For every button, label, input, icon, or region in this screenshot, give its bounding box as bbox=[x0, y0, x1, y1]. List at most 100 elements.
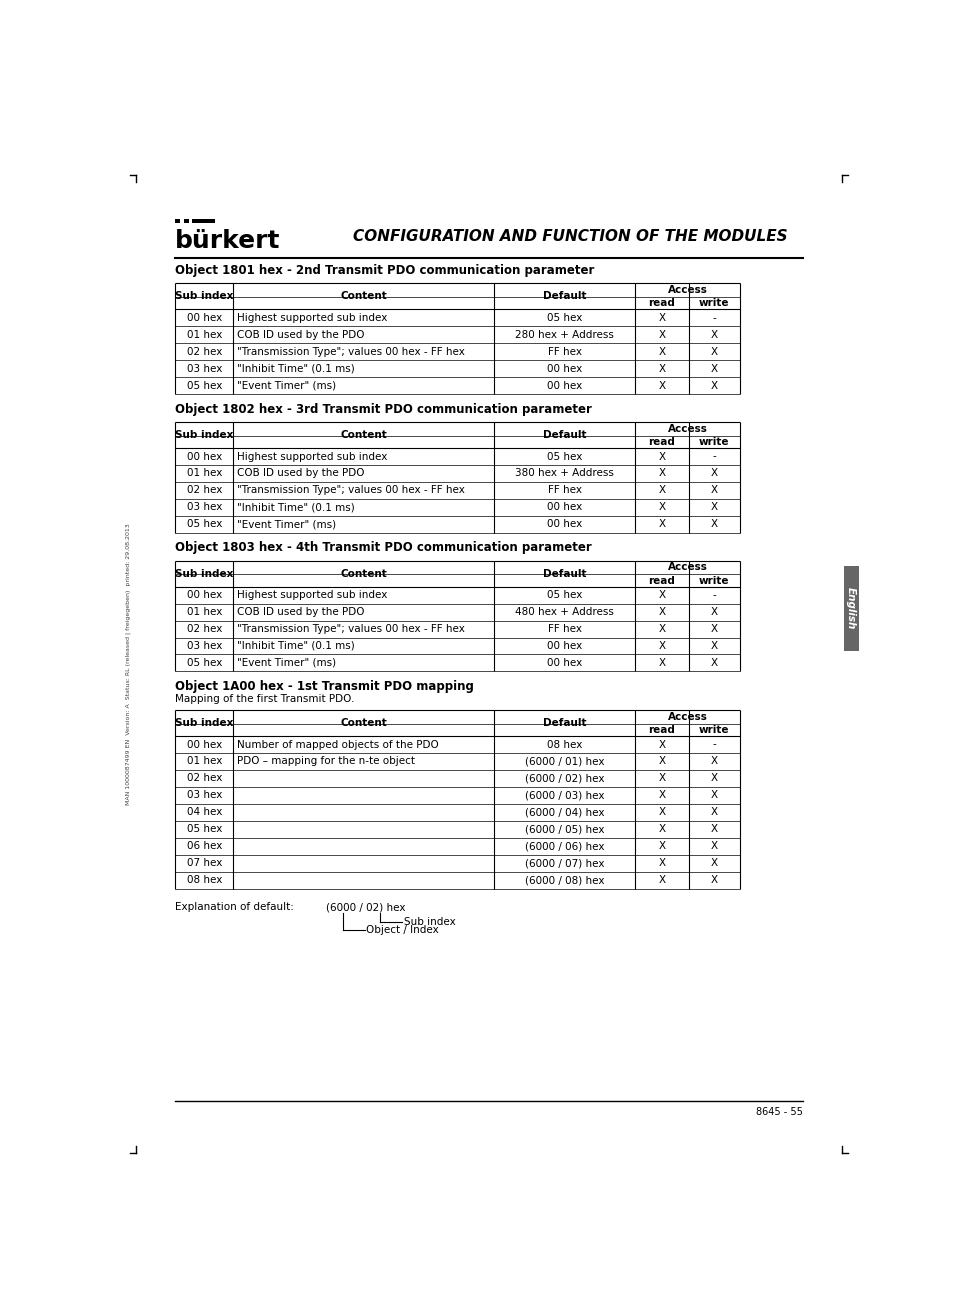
Text: X: X bbox=[710, 658, 717, 668]
Text: 280 hex + Address: 280 hex + Address bbox=[515, 330, 614, 339]
Text: X: X bbox=[710, 859, 717, 868]
Text: X: X bbox=[658, 608, 665, 617]
Text: 00 hex: 00 hex bbox=[546, 658, 581, 668]
Text: 05 hex: 05 hex bbox=[187, 381, 222, 391]
Text: 08 hex: 08 hex bbox=[187, 874, 222, 885]
Text: Access: Access bbox=[667, 423, 707, 434]
Text: 02 hex: 02 hex bbox=[187, 347, 222, 356]
Text: Sub index: Sub index bbox=[174, 718, 233, 729]
Text: X: X bbox=[710, 364, 717, 373]
Text: 00 hex: 00 hex bbox=[546, 364, 581, 373]
Text: X: X bbox=[710, 330, 717, 339]
Text: COB ID used by the PDO: COB ID used by the PDO bbox=[237, 330, 364, 339]
Text: Explanation of default:: Explanation of default: bbox=[174, 902, 294, 913]
Text: X: X bbox=[658, 364, 665, 373]
Text: (6000 / 07) hex: (6000 / 07) hex bbox=[524, 859, 603, 868]
Text: (6000 / 02) hex: (6000 / 02) hex bbox=[524, 773, 603, 784]
Text: read: read bbox=[648, 576, 675, 585]
Text: X: X bbox=[658, 825, 665, 834]
Text: COB ID used by the PDO: COB ID used by the PDO bbox=[237, 468, 364, 479]
Text: 05 hex: 05 hex bbox=[546, 451, 581, 462]
Text: 8645 - 55: 8645 - 55 bbox=[755, 1107, 802, 1118]
Text: "Event Timer" (ms): "Event Timer" (ms) bbox=[237, 658, 336, 668]
Text: X: X bbox=[710, 347, 717, 356]
Text: MAN 1000087499 EN  Version: A  Status: RL (released | freigegeben)  printed: 29.: MAN 1000087499 EN Version: A Status: RL … bbox=[126, 523, 132, 805]
Text: "Transmission Type"; values 00 hex - FF hex: "Transmission Type"; values 00 hex - FF … bbox=[237, 625, 465, 634]
Text: Default: Default bbox=[542, 718, 586, 729]
Text: 01 hex: 01 hex bbox=[187, 468, 222, 479]
Text: X: X bbox=[710, 825, 717, 834]
Text: Default: Default bbox=[542, 292, 586, 301]
Text: X: X bbox=[658, 625, 665, 634]
Text: Highest supported sub index: Highest supported sub index bbox=[237, 313, 387, 323]
Text: 05 hex: 05 hex bbox=[187, 658, 222, 668]
Text: 05 hex: 05 hex bbox=[187, 519, 222, 530]
Text: X: X bbox=[658, 859, 665, 868]
Text: Object 1801 hex - 2nd Transmit PDO communication parameter: Object 1801 hex - 2nd Transmit PDO commu… bbox=[174, 264, 594, 277]
Text: X: X bbox=[710, 842, 717, 851]
Text: Number of mapped objects of the PDO: Number of mapped objects of the PDO bbox=[237, 739, 438, 750]
Text: 03 hex: 03 hex bbox=[187, 640, 222, 651]
Text: 00 hex: 00 hex bbox=[546, 381, 581, 391]
Text: Highest supported sub index: Highest supported sub index bbox=[237, 590, 387, 600]
Text: X: X bbox=[658, 739, 665, 750]
Text: Access: Access bbox=[667, 563, 707, 572]
Text: (6000 / 04) hex: (6000 / 04) hex bbox=[524, 807, 603, 818]
Text: X: X bbox=[710, 640, 717, 651]
Text: 00 hex: 00 hex bbox=[546, 640, 581, 651]
Text: X: X bbox=[658, 502, 665, 513]
Text: Content: Content bbox=[340, 430, 387, 441]
Text: Default: Default bbox=[542, 430, 586, 441]
Text: X: X bbox=[658, 590, 665, 600]
Text: Content: Content bbox=[340, 568, 387, 579]
Text: COB ID used by the PDO: COB ID used by the PDO bbox=[237, 608, 364, 617]
Text: 05 hex: 05 hex bbox=[187, 825, 222, 834]
Text: X: X bbox=[710, 874, 717, 885]
Text: 03 hex: 03 hex bbox=[187, 364, 222, 373]
Text: X: X bbox=[710, 485, 717, 496]
Text: 03 hex: 03 hex bbox=[187, 790, 222, 801]
Text: 00 hex: 00 hex bbox=[187, 313, 222, 323]
Text: 02 hex: 02 hex bbox=[187, 485, 222, 496]
Text: write: write bbox=[699, 437, 729, 447]
Text: X: X bbox=[658, 347, 665, 356]
Text: 04 hex: 04 hex bbox=[187, 807, 222, 818]
Text: X: X bbox=[658, 313, 665, 323]
Bar bbox=[843, 565, 858, 651]
Text: 01 hex: 01 hex bbox=[187, 330, 222, 339]
Bar bbox=[192, 218, 215, 224]
Text: X: X bbox=[710, 468, 717, 479]
Text: 02 hex: 02 hex bbox=[187, 773, 222, 784]
Text: 07 hex: 07 hex bbox=[187, 859, 222, 868]
Text: bürkert: bürkert bbox=[174, 229, 280, 254]
Text: -: - bbox=[712, 739, 716, 750]
Text: write: write bbox=[699, 576, 729, 585]
Text: (6000 / 05) hex: (6000 / 05) hex bbox=[524, 825, 603, 834]
Text: Access: Access bbox=[667, 285, 707, 296]
Text: 05 hex: 05 hex bbox=[546, 590, 581, 600]
Text: read: read bbox=[648, 725, 675, 735]
Text: Object 1802 hex - 3rd Transmit PDO communication parameter: Object 1802 hex - 3rd Transmit PDO commu… bbox=[174, 402, 591, 416]
Text: X: X bbox=[710, 519, 717, 530]
Text: FF hex: FF hex bbox=[547, 347, 581, 356]
Text: 00 hex: 00 hex bbox=[546, 519, 581, 530]
Text: 00 hex: 00 hex bbox=[187, 451, 222, 462]
Text: (6000 / 01) hex: (6000 / 01) hex bbox=[524, 756, 603, 767]
Text: PDO – mapping for the n-te object: PDO – mapping for the n-te object bbox=[237, 756, 415, 767]
Text: X: X bbox=[658, 756, 665, 767]
Text: Highest supported sub index: Highest supported sub index bbox=[237, 451, 387, 462]
Bar bbox=[183, 218, 189, 224]
Text: X: X bbox=[710, 790, 717, 801]
Text: 08 hex: 08 hex bbox=[546, 739, 581, 750]
Text: X: X bbox=[658, 451, 665, 462]
Text: (6000 / 06) hex: (6000 / 06) hex bbox=[524, 842, 603, 851]
Text: Object 1803 hex - 4th Transmit PDO communication parameter: Object 1803 hex - 4th Transmit PDO commu… bbox=[174, 542, 591, 555]
Text: X: X bbox=[710, 502, 717, 513]
Text: X: X bbox=[658, 874, 665, 885]
Text: X: X bbox=[710, 807, 717, 818]
Bar bbox=[174, 218, 180, 224]
Text: (6000 / 02) hex: (6000 / 02) hex bbox=[326, 902, 405, 913]
Text: -: - bbox=[712, 590, 716, 600]
Text: "Event Timer" (ms): "Event Timer" (ms) bbox=[237, 381, 336, 391]
Text: 380 hex + Address: 380 hex + Address bbox=[515, 468, 614, 479]
